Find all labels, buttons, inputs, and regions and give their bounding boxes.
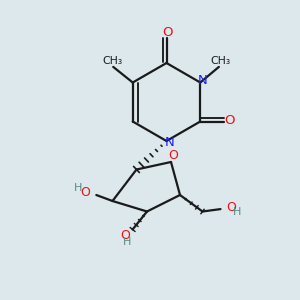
Text: O: O xyxy=(80,186,90,199)
Text: O: O xyxy=(224,114,235,128)
Text: N: N xyxy=(165,136,174,149)
Text: H: H xyxy=(123,237,131,247)
Text: N: N xyxy=(198,74,208,87)
Text: O: O xyxy=(120,229,130,242)
Text: O: O xyxy=(162,26,173,39)
Text: O: O xyxy=(168,149,178,162)
Text: H: H xyxy=(232,207,241,217)
Text: O: O xyxy=(226,201,236,214)
Text: CH₃: CH₃ xyxy=(210,56,230,66)
Text: H: H xyxy=(74,183,82,194)
Text: CH₃: CH₃ xyxy=(102,56,122,66)
